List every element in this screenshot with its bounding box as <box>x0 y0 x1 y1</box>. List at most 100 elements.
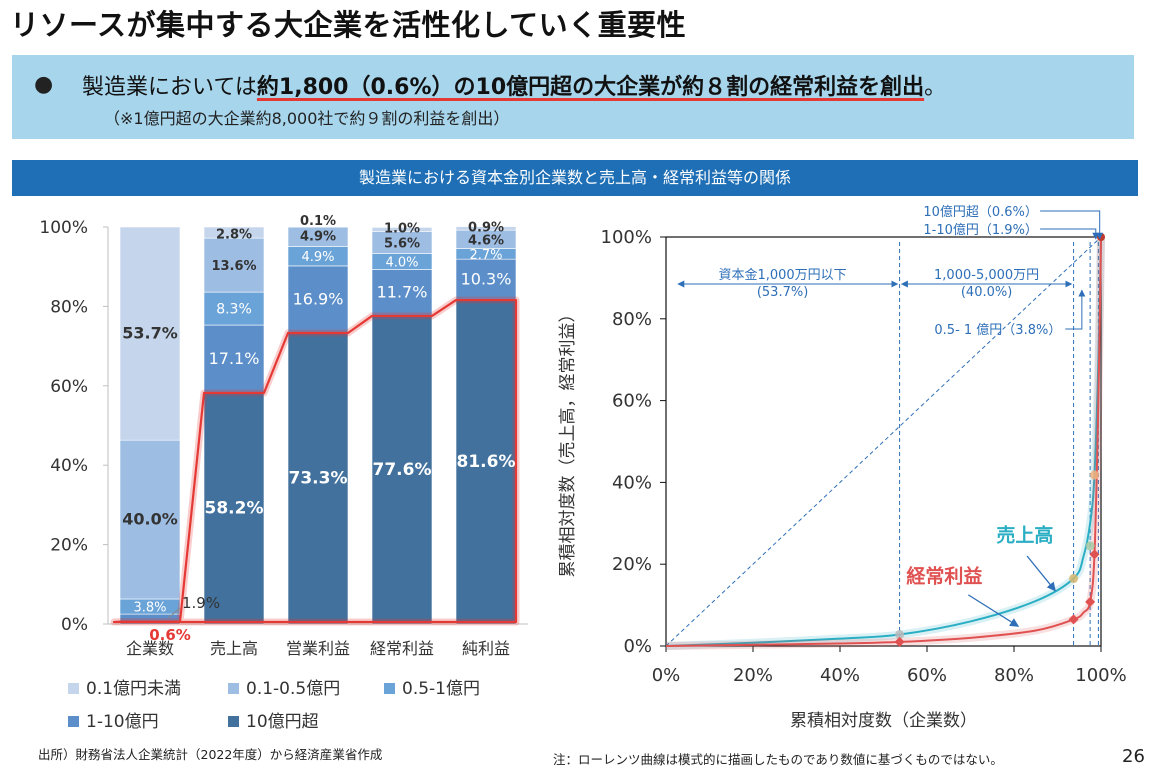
y-tick-label: 0% <box>623 636 652 657</box>
page-number: 26 <box>1122 746 1145 767</box>
summary-prefix: 製造業においては <box>82 75 257 100</box>
legend-swatch <box>228 683 239 694</box>
legend-swatch <box>384 683 395 694</box>
endpoint-marker <box>1097 233 1105 241</box>
y-tick-label: 40% <box>50 456 88 476</box>
bar-value-label: 73.3% <box>289 468 348 488</box>
bar-value-label: 77.6% <box>373 460 432 480</box>
y-tick-label: 80% <box>50 297 88 317</box>
bar-value-label: 0.9% <box>468 220 504 235</box>
band1-value: (53.7%) <box>757 285 808 300</box>
bar-value-label: 5.6% <box>384 236 420 251</box>
band3-arrow <box>1065 289 1086 330</box>
x-tick-label: 純利益 <box>462 639 510 658</box>
stacked-bar-chart: 0% 20% 40% 60% 80% 100% 企業数 売上高 営業利益 経常利益 純利益 3.8% 4… <box>39 214 528 732</box>
bar-segment <box>371 227 433 232</box>
sales-marker <box>1069 574 1079 584</box>
bar-segment <box>455 226 517 231</box>
bar-value-label: 0.6% <box>149 626 191 644</box>
curve-profit <box>665 236 1102 647</box>
leader-line <box>167 607 181 619</box>
summary-highlight: 約1,800（0.6%）の10億円超の大企業が約８割の経常利益を創出 <box>256 75 925 100</box>
sales-curve-label: 売上高 <box>996 524 1053 547</box>
y-tick-label: 100% <box>601 227 652 248</box>
profit-marker <box>1089 549 1100 560</box>
legend-swatch <box>68 683 79 694</box>
bar-segment <box>455 258 517 301</box>
summary-note: （※1億円超の大企業約8,000社で約９割の利益を創出） <box>104 109 510 128</box>
profit-marker <box>1085 596 1096 607</box>
source-note: 出所）財務省法人企業統計（2022年度）から経済産業省作成 <box>38 747 383 762</box>
profit-curve-label: 経常利益 <box>906 565 982 588</box>
band2-label: 1,000-5,000万円 <box>934 268 1039 283</box>
y-axis-label: 累積相対度数（売上高，経常利益） <box>558 306 578 578</box>
sales-marker <box>1089 470 1099 480</box>
bar-value-label: 17.1% <box>209 349 260 368</box>
y-tick-label: 60% <box>612 391 652 412</box>
legend-label: 1-10億円 <box>86 712 159 732</box>
bar-value-label: 11.7% <box>377 283 428 302</box>
bar-segment <box>203 392 265 625</box>
legend-swatch <box>68 716 79 727</box>
lorenz-curve-chart: 0% 20% 40% 60% 80% 100% 0% 20% 40% 60% 80% 100% 累積相対… <box>558 204 1127 731</box>
top2-arrow <box>1040 228 1100 240</box>
bar-value-label: 1.0% <box>384 221 420 236</box>
bullet-icon: ● <box>34 72 54 97</box>
equality-line <box>665 236 1102 647</box>
x-tick-label: 100% <box>1075 665 1126 686</box>
bar-value-label: 53.7% <box>122 324 178 343</box>
bar-value-label: 2.7% <box>469 248 502 263</box>
bar-value-label: 4.9% <box>301 250 334 265</box>
chart-note: 注：ローレンツ曲線は模式的に描画したものであり数値に基づくものではない。 <box>553 752 1003 767</box>
bar-segment <box>119 439 181 600</box>
bar-value-label: 13.6% <box>211 259 256 274</box>
bar-segment <box>203 237 265 293</box>
x-tick-label: 80% <box>994 665 1034 686</box>
profit-marker <box>1068 614 1079 625</box>
top1-arrow <box>1040 210 1104 240</box>
bar-segment <box>203 324 265 394</box>
bar-segment <box>371 315 433 625</box>
band3-label: 0.5- 1 億円（3.8%） <box>934 322 1061 338</box>
x-tick-label: 20% <box>733 665 773 686</box>
legend-label: 0.5-1億円 <box>402 679 480 699</box>
bar-segment <box>203 226 265 239</box>
curve-sales <box>665 236 1102 647</box>
y-tick-label: 20% <box>50 536 88 556</box>
bar-value-label: 4.6% <box>468 233 504 248</box>
page-title: リソースが集中する大企業を活性化していく重要性 <box>10 8 687 42</box>
bar-value-label: 8.3% <box>216 302 252 318</box>
profit-marker <box>894 636 905 647</box>
sales-label-arrow <box>1026 555 1056 592</box>
bar-segment <box>287 226 349 228</box>
sales-marker <box>1085 541 1095 551</box>
x-tick-label: 企業数 <box>126 639 174 658</box>
bar-value-label: 81.6% <box>457 452 516 472</box>
y-tick-label: 60% <box>50 377 88 397</box>
bar-segment <box>203 291 265 326</box>
bar-value-label: 1.9% <box>182 594 220 612</box>
bar-value-label: 40.0% <box>122 510 178 529</box>
legend-label: 0.1-0.5億円 <box>246 679 340 699</box>
y-tick-label: 20% <box>612 554 652 575</box>
highlight-outline <box>112 298 518 624</box>
bar-value-label: 2.8% <box>216 228 252 243</box>
band1-label: 資本金1,000万円以下 <box>718 267 846 283</box>
legend-label: 10億円超 <box>246 712 319 732</box>
bar-segment <box>119 226 181 441</box>
summary-suffix: 。 <box>924 75 947 100</box>
bar-value-label: 3.8% <box>133 601 166 616</box>
bar-value-label: 4.9% <box>300 230 336 245</box>
x-tick-label: 0% <box>652 665 681 686</box>
plot-frame <box>665 236 1102 647</box>
bar-value-label: 4.0% <box>385 256 418 271</box>
y-tick-label: 100% <box>39 218 88 238</box>
sales-marker <box>895 630 905 640</box>
bar-value-label: 58.2% <box>205 498 264 518</box>
x-tick-label: 60% <box>907 665 947 686</box>
bar-value-label: 0.1% <box>300 214 336 229</box>
x-tick-label: 営業利益 <box>286 639 350 658</box>
bar-segment <box>455 299 517 625</box>
legend-swatch <box>228 716 239 727</box>
summary-box: ● 製造業においては約1,800（0.6%）の10億円超の大企業が約８割の経常利… <box>12 55 1134 139</box>
